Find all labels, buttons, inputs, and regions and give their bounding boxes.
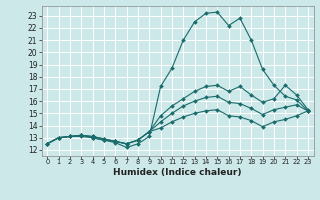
X-axis label: Humidex (Indice chaleur): Humidex (Indice chaleur) [113,168,242,177]
